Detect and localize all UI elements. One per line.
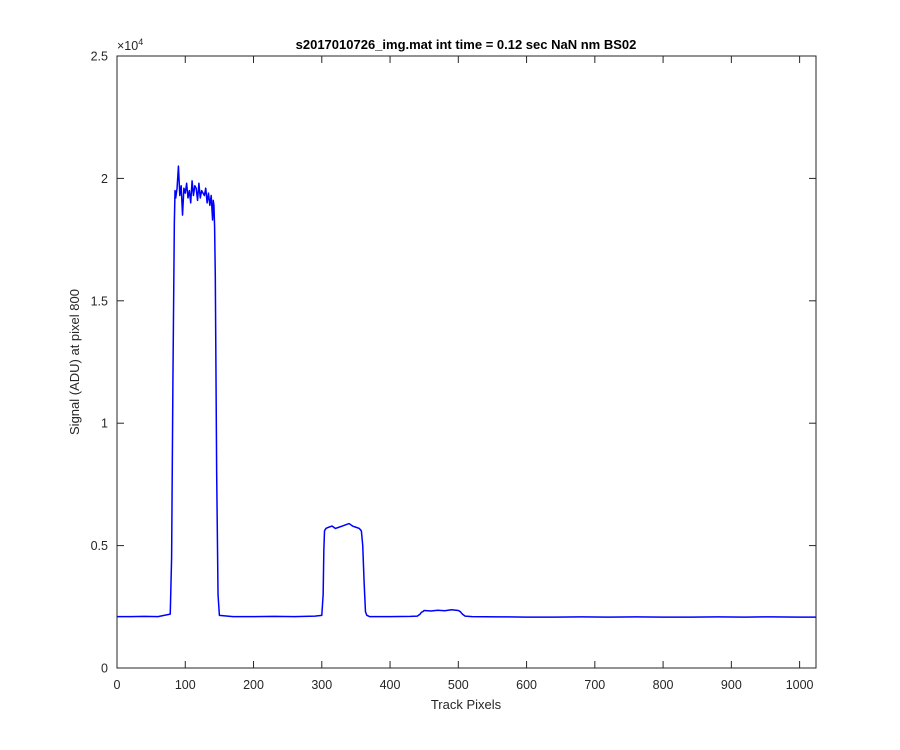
y-tick-label: 1	[101, 417, 108, 431]
x-tick-label: 800	[653, 678, 674, 692]
x-tick-label: 700	[584, 678, 605, 692]
x-tick-label: 600	[516, 678, 537, 692]
x-axis-ticks: 0 100 200 300 400 500 600 700 800 900 1000	[114, 56, 814, 692]
y-exponent-power: 4	[138, 37, 143, 47]
plot-frame	[116, 55, 817, 669]
y-tick-label: 0.5	[91, 539, 108, 553]
y-exponent-label: ×104	[117, 37, 143, 53]
y-tick-label: 1.5	[91, 294, 108, 308]
chart-title: s2017010726_img.mat int time = 0.12 sec …	[296, 37, 637, 52]
x-tick-label: 900	[721, 678, 742, 692]
signal-series-line	[117, 165, 816, 618]
x-tick-label: 200	[243, 678, 264, 692]
x-tick-label: 100	[175, 678, 196, 692]
x-tick-label: 300	[311, 678, 332, 692]
plot-area	[117, 56, 816, 668]
y-tick-label: 2.5	[91, 50, 108, 64]
y-tick-label: 2	[101, 172, 108, 186]
x-tick-label: 0	[114, 678, 121, 692]
y-exponent-base: ×10	[117, 39, 138, 53]
y-axis-label: Signal (ADU) at pixel 800	[67, 289, 82, 435]
x-tick-label: 500	[448, 678, 469, 692]
y-axis-ticks: 0 0.5 1 1.5 2 2.5	[91, 50, 816, 676]
x-tick-label: 1000	[786, 678, 814, 692]
x-axis-label: Track Pixels	[431, 697, 502, 712]
y-tick-label: 0	[101, 662, 108, 676]
x-tick-label: 400	[380, 678, 401, 692]
